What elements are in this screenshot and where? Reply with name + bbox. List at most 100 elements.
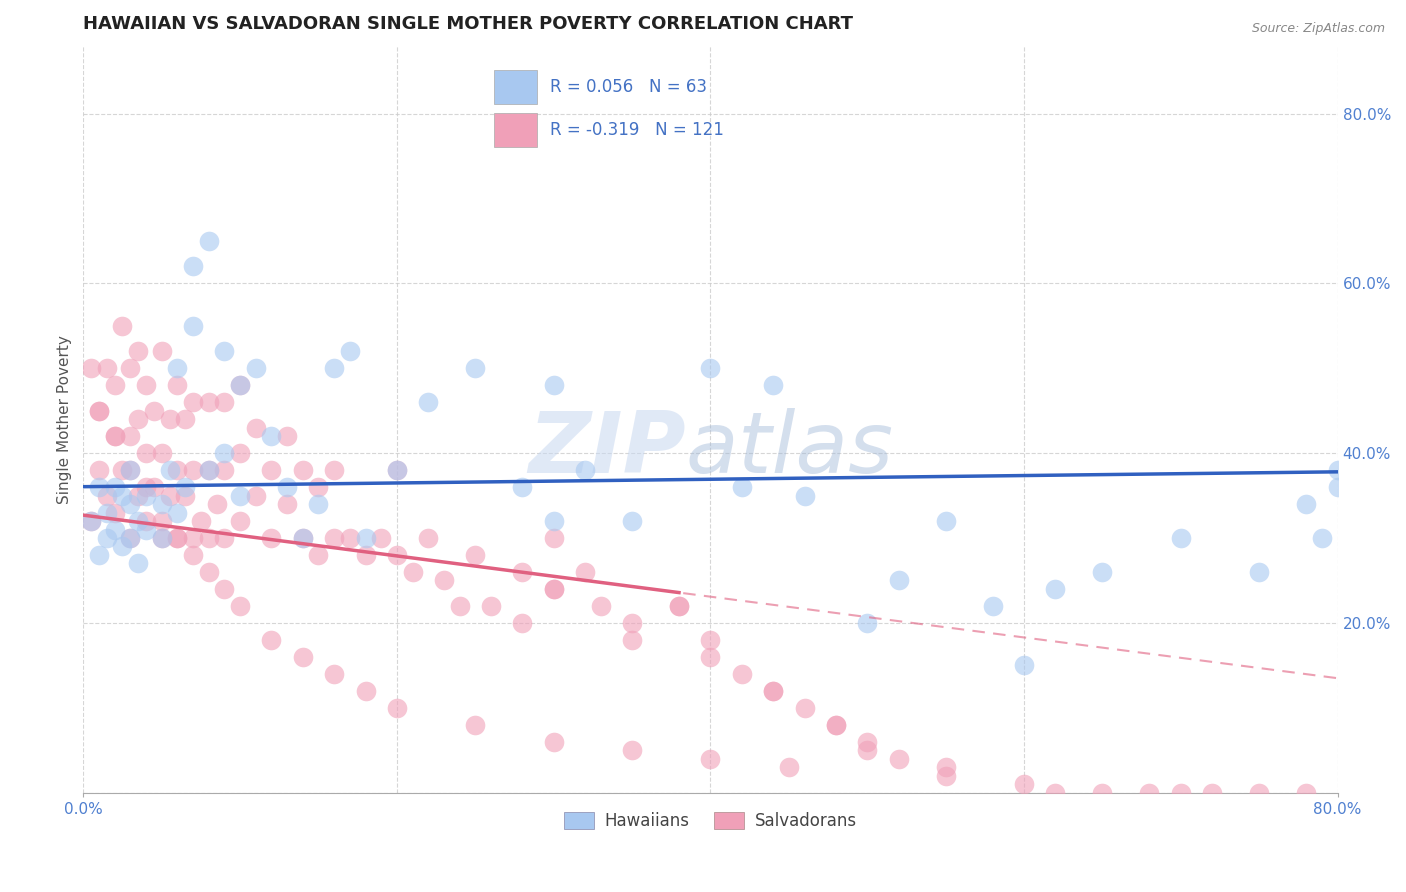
Point	[1012, 777, 1035, 791]
Point	[276, 480, 298, 494]
Point	[120, 361, 142, 376]
Legend: Hawaiians, Salvadorans: Hawaiians, Salvadorans	[558, 805, 863, 837]
Point	[181, 531, 204, 545]
Point	[127, 412, 149, 426]
Point	[120, 463, 142, 477]
Point	[449, 599, 471, 613]
Point	[135, 378, 157, 392]
Point	[135, 446, 157, 460]
Point	[543, 582, 565, 596]
Point	[1326, 480, 1348, 494]
Point	[260, 463, 283, 477]
Point	[856, 735, 879, 749]
Point	[574, 565, 596, 579]
Y-axis label: Single Mother Poverty: Single Mother Poverty	[58, 334, 72, 504]
Point	[543, 514, 565, 528]
Point	[150, 514, 173, 528]
Point	[762, 683, 785, 698]
Text: atlas: atlas	[685, 408, 893, 491]
Point	[762, 683, 785, 698]
Point	[621, 743, 644, 757]
Point	[214, 463, 236, 477]
Point	[104, 506, 127, 520]
Point	[205, 497, 228, 511]
Point	[464, 717, 486, 731]
Point	[699, 752, 721, 766]
Point	[111, 463, 134, 477]
Point	[935, 769, 957, 783]
Point	[260, 531, 283, 545]
Point	[354, 548, 377, 562]
Point	[825, 717, 848, 731]
Point	[589, 599, 612, 613]
Point	[111, 489, 134, 503]
Point	[104, 378, 127, 392]
Point	[291, 649, 314, 664]
Text: HAWAIIAN VS SALVADORAN SINGLE MOTHER POVERTY CORRELATION CHART: HAWAIIAN VS SALVADORAN SINGLE MOTHER POV…	[83, 15, 853, 33]
Point	[127, 514, 149, 528]
Point	[1326, 463, 1348, 477]
Point	[385, 463, 408, 477]
Point	[887, 574, 910, 588]
Point	[197, 565, 219, 579]
Point	[1045, 786, 1067, 800]
Point	[150, 531, 173, 545]
Point	[181, 463, 204, 477]
Point	[80, 514, 103, 528]
Point	[887, 752, 910, 766]
Point	[159, 412, 181, 426]
Point	[190, 514, 212, 528]
Point	[96, 531, 118, 545]
Point	[96, 506, 118, 520]
Point	[150, 531, 173, 545]
Point	[111, 540, 134, 554]
Point	[1170, 531, 1192, 545]
Text: ZIP: ZIP	[527, 408, 685, 491]
Point	[323, 666, 346, 681]
Point	[1170, 786, 1192, 800]
Point	[174, 489, 197, 503]
Point	[291, 531, 314, 545]
Point	[621, 615, 644, 630]
Point	[1295, 497, 1317, 511]
Point	[80, 514, 103, 528]
Point	[354, 683, 377, 698]
Point	[464, 548, 486, 562]
Point	[142, 480, 165, 494]
Point	[323, 463, 346, 477]
Point	[197, 531, 219, 545]
Point	[87, 463, 110, 477]
Point	[104, 523, 127, 537]
Point	[166, 531, 188, 545]
Point	[104, 480, 127, 494]
Point	[574, 463, 596, 477]
Point	[181, 548, 204, 562]
Point	[150, 446, 173, 460]
Point	[135, 523, 157, 537]
Point	[150, 497, 173, 511]
Point	[354, 531, 377, 545]
Point	[825, 717, 848, 731]
Point	[197, 395, 219, 409]
Point	[245, 361, 267, 376]
Point	[135, 480, 157, 494]
Point	[166, 506, 188, 520]
Point	[793, 489, 815, 503]
Point	[1045, 582, 1067, 596]
Point	[104, 429, 127, 443]
Point	[197, 234, 219, 248]
Point	[214, 446, 236, 460]
Point	[127, 489, 149, 503]
Point	[385, 700, 408, 714]
Point	[80, 361, 103, 376]
Point	[159, 463, 181, 477]
Point	[181, 395, 204, 409]
Point	[1310, 531, 1333, 545]
Point	[1091, 565, 1114, 579]
Point	[464, 361, 486, 376]
Point	[120, 463, 142, 477]
Point	[104, 429, 127, 443]
Point	[214, 344, 236, 359]
Point	[229, 514, 252, 528]
Point	[699, 649, 721, 664]
